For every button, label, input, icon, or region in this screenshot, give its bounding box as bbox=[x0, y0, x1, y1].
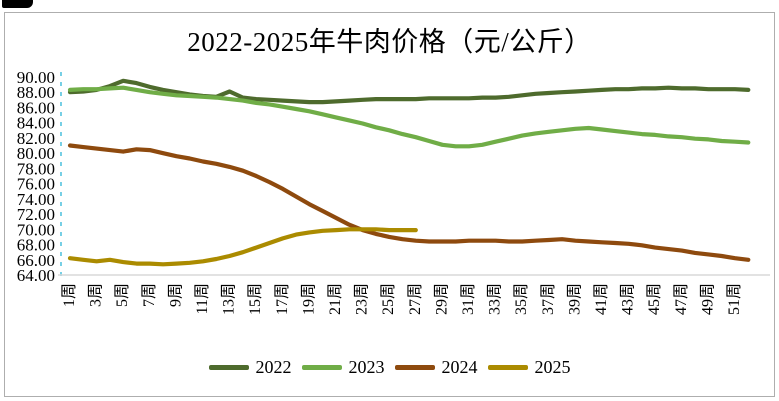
x-axis-tick: 45周 bbox=[646, 283, 663, 315]
x-axis-tick: 33周 bbox=[487, 283, 504, 315]
x-axis-tick: 43周 bbox=[620, 283, 637, 315]
x-axis-tick: 25周 bbox=[380, 283, 397, 315]
x-axis-tick: 41周 bbox=[593, 283, 610, 315]
legend-label: 2025 bbox=[534, 357, 571, 377]
series-line-2022 bbox=[67, 78, 751, 105]
legend-label: 2023 bbox=[348, 357, 385, 377]
legend-item-2023[interactable]: 2023 bbox=[301, 357, 385, 377]
y-axis-tick: 78.00 bbox=[17, 159, 55, 178]
chart-legend: 2022 2023 2024 2025 bbox=[0, 353, 779, 381]
legend-item-2024[interactable]: 2024 bbox=[394, 357, 478, 377]
legend-line-swatch bbox=[487, 364, 528, 370]
x-axis-tick: 29周 bbox=[433, 283, 450, 315]
legend-item-2025[interactable]: 2025 bbox=[487, 357, 571, 377]
series-line-2023 bbox=[67, 85, 751, 149]
x-axis-tick: 21周 bbox=[327, 283, 344, 315]
screen-artifact bbox=[2, 0, 33, 8]
x-axis-tick: 39周 bbox=[566, 283, 583, 315]
x-axis-tick: 19周 bbox=[300, 283, 317, 315]
x-axis-tick: 11周 bbox=[194, 283, 211, 314]
y-axis-tick: 80.00 bbox=[17, 144, 55, 163]
y-axis-tick: 72.00 bbox=[17, 205, 55, 224]
series-line-2025 bbox=[67, 227, 418, 267]
legend-line-swatch bbox=[208, 364, 249, 370]
chart-title: 2022-2025年牛肉价格（元/公斤） bbox=[187, 27, 592, 57]
x-axis-tick: 1周 bbox=[61, 283, 78, 307]
y-axis-tick: 88.00 bbox=[17, 83, 55, 102]
y-axis-tick: 70.00 bbox=[17, 220, 55, 239]
x-axis-tick: 17周 bbox=[274, 283, 291, 315]
x-axis-tick: 49周 bbox=[699, 283, 716, 315]
chart-frame bbox=[4, 12, 775, 397]
y-axis-tick: 90.00 bbox=[17, 68, 55, 87]
x-axis-tick: 35周 bbox=[513, 283, 530, 315]
y-axis-tick: 82.00 bbox=[17, 129, 55, 148]
x-axis-tick: 47周 bbox=[673, 283, 690, 315]
x-axis-tick: 9周 bbox=[167, 283, 184, 307]
legend-line-swatch bbox=[301, 364, 342, 370]
y-axis-tick: 86.00 bbox=[17, 98, 55, 117]
legend-line-swatch bbox=[394, 364, 435, 370]
legend-label: 2022 bbox=[255, 357, 292, 377]
legend-label: 2024 bbox=[441, 357, 478, 377]
x-axis-tick: 23周 bbox=[354, 283, 371, 315]
y-axis-tick: 68.00 bbox=[17, 236, 55, 255]
x-axis-tick: 7周 bbox=[141, 283, 158, 307]
x-axis-tick: 5周 bbox=[114, 283, 131, 307]
y-axis-tick: 64.00 bbox=[17, 266, 55, 285]
x-axis-tick: 37周 bbox=[540, 283, 557, 315]
x-axis-tick: 13周 bbox=[221, 283, 238, 315]
series-line-2024 bbox=[67, 143, 751, 262]
x-axis-tick: 51周 bbox=[726, 283, 743, 315]
y-axis-tick: 76.00 bbox=[17, 175, 55, 194]
y-axis-tick: 66.00 bbox=[17, 251, 55, 270]
x-axis-tick: 27周 bbox=[407, 283, 424, 315]
y-axis-tick: 84.00 bbox=[17, 114, 55, 133]
y-axis-tick: 74.00 bbox=[17, 190, 55, 209]
x-axis-tick: 15周 bbox=[247, 283, 264, 315]
legend-item-2022[interactable]: 2022 bbox=[208, 357, 292, 377]
x-axis-tick: 31周 bbox=[460, 283, 477, 315]
x-axis-tick: 3周 bbox=[88, 283, 105, 307]
